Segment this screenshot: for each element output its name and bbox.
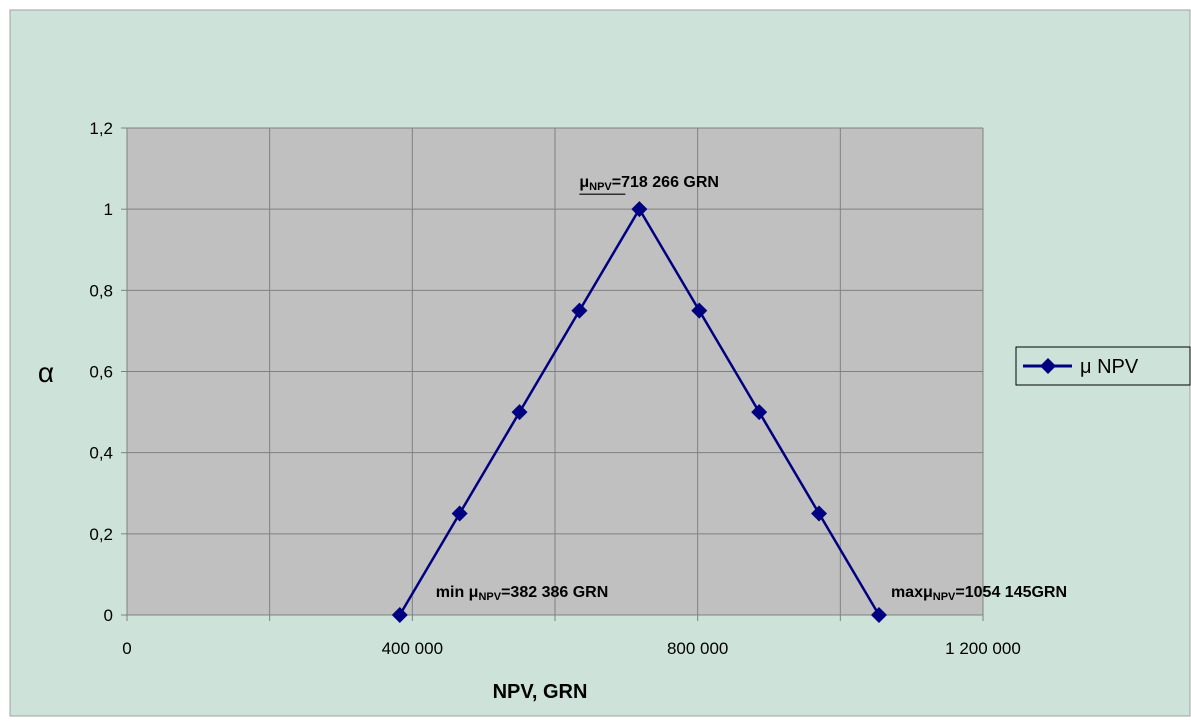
data-point-diamond <box>811 505 828 522</box>
data-point-diamond <box>691 302 708 319</box>
y-axis-title: α <box>38 357 54 388</box>
data-point-diamond <box>631 201 648 218</box>
x-tick-label: 400 000 <box>382 639 443 658</box>
data-point-diamond <box>870 607 887 623</box>
data-point-diamond <box>751 404 768 421</box>
y-tick-label: 1 <box>104 200 113 219</box>
tick-layer: 0 0,2 0,4 0,6 0,8 1 1,2 0 400 000 800 000 1 200 00… <box>89 119 1020 658</box>
y-tick-label: 0,8 <box>89 281 113 300</box>
x-tick-label: 1 200 000 <box>945 639 1021 658</box>
data-point-diamond <box>571 302 588 319</box>
y-tick-label: 0 <box>104 606 113 625</box>
series-layer <box>391 201 887 623</box>
y-tick-label: 1,2 <box>89 119 113 138</box>
x-tick-label: 0 <box>122 639 131 658</box>
annotation-min: min μNPV=382 386 GRN <box>436 584 609 603</box>
y-tick-label: 0,2 <box>89 525 113 544</box>
annotation-max: maxμNPV=1054 145GRN <box>891 584 1067 603</box>
legend-box <box>1015 346 1191 386</box>
x-tick-label: 800 000 <box>667 639 728 658</box>
annotation-layer: μNPV=718 266 GRN min μNPV=382 386 GRN maxμ… <box>436 174 1067 603</box>
data-point-diamond <box>511 404 528 421</box>
legend-marker-diamond <box>1040 358 1056 374</box>
legend-series-label: μ NPV <box>1080 356 1139 378</box>
y-tick-label: 0,4 <box>89 444 113 463</box>
data-point-diamond <box>451 505 468 522</box>
data-point-diamond <box>391 607 408 623</box>
grid-layer <box>127 127 984 615</box>
y-tick-label: 0,6 <box>89 363 113 382</box>
legend: μ NPV <box>1015 346 1191 386</box>
x-axis-title: NPV, GRN <box>493 681 588 703</box>
annotation-peak: μNPV=718 266 GRN <box>579 174 719 193</box>
